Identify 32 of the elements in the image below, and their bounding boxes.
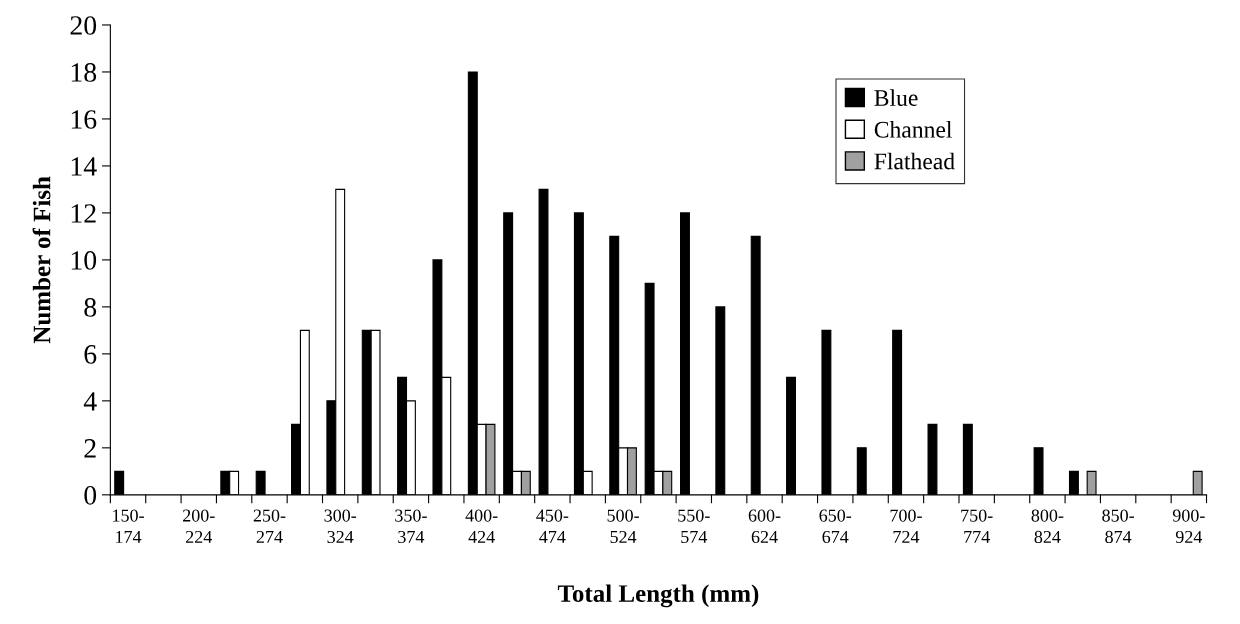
y-tick-label: 20: [70, 16, 97, 35]
x-tick-label: 150-174: [113, 509, 144, 543]
y-tick-label: 0: [84, 486, 97, 505]
y-tick-label: 8: [84, 298, 97, 317]
x-tick-label: 600-624: [748, 509, 781, 544]
y-tick-label: 14: [71, 157, 97, 176]
x-tick-label: 850-874: [1102, 509, 1135, 544]
x-tick-label: 350-374: [395, 509, 427, 544]
x-axis-title: Total Length (mm): [557, 584, 759, 608]
x-tick-label: 550-574: [678, 509, 710, 544]
x-tick-label: 700-724: [890, 509, 922, 543]
x-tick-label: 300-324: [324, 509, 357, 544]
x-tick-label: 750-774: [961, 509, 993, 543]
x-tick-label: 400-424: [465, 509, 498, 543]
x-tick-label: 450-474: [536, 509, 569, 543]
y-tick-label: 6: [84, 345, 97, 364]
x-tick-label: 250-274: [253, 509, 286, 543]
y-tick-label: 2: [84, 439, 96, 458]
y-tick-label: 10: [71, 251, 97, 270]
x-tick-label: 650-674: [819, 509, 852, 544]
legend-label: Blue: [874, 89, 918, 106]
x-tick-label: 900-924: [1172, 509, 1205, 544]
y-tick-label: 16: [71, 110, 97, 129]
y-axis-title: Number of Fish: [32, 176, 51, 344]
y-tick-label: 18: [71, 63, 97, 82]
y-tick-label: 4: [83, 392, 97, 411]
legend-label: Flathead: [874, 152, 955, 170]
legend-label: Channel: [874, 121, 952, 138]
y-tick-label: 12: [71, 204, 96, 223]
x-tick-label: 500-524: [607, 509, 639, 544]
x-tick-label: 800-824: [1031, 509, 1064, 544]
x-tick-label: 200-224: [183, 509, 215, 543]
